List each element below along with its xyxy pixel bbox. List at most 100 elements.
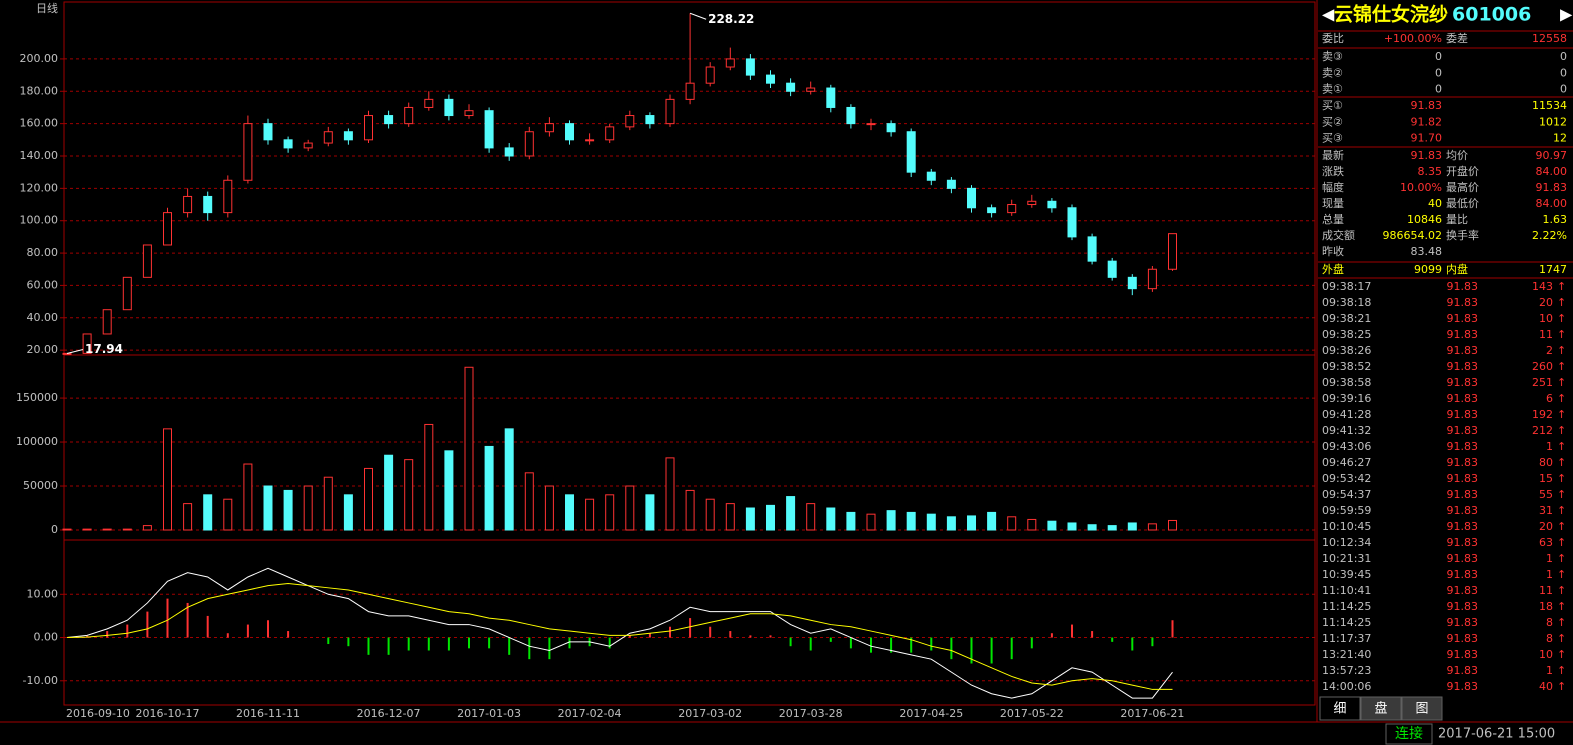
trade-volume: 40 [1539, 680, 1553, 693]
trade-volume: 15 [1539, 472, 1553, 485]
tab[interactable] [1360, 696, 1402, 721]
status-box [1385, 723, 1433, 745]
candle-body [464, 110, 474, 117]
y-tick-label: 0.00 [34, 631, 59, 644]
volume-bar [1147, 523, 1157, 531]
trade-time: 11:14:25 [1322, 600, 1371, 613]
trade-direction: ↑ [1557, 536, 1566, 549]
next-arrow[interactable]: ▶ [1560, 5, 1573, 24]
y-tick-label: 60.00 [27, 278, 59, 291]
trade-time: 09:41:32 [1322, 424, 1371, 437]
book-volume: 0 [1560, 66, 1567, 79]
candle-body [766, 74, 775, 84]
x-tick-label: 2017-06-21 [1120, 707, 1184, 720]
row-label: 最新 [1322, 148, 1344, 162]
prev-arrow[interactable]: ◀ [1322, 5, 1335, 24]
candle-body [444, 98, 454, 117]
book-price: 0 [1435, 50, 1442, 63]
row-value: 91.83 [1536, 181, 1568, 194]
trade-volume: 11 [1539, 328, 1553, 341]
volume-bar [725, 503, 735, 531]
x-tick-label: 2016-09-10 [66, 707, 130, 720]
trade-time: 09:38:17 [1322, 280, 1371, 293]
candle-body [1147, 268, 1157, 290]
trade-volume: 2 [1546, 344, 1553, 357]
row-value: 91.83 [1411, 149, 1443, 162]
candle-body [806, 87, 816, 92]
trade-direction: ↑ [1557, 680, 1566, 693]
trade-volume: 1 [1546, 552, 1553, 565]
book-label: 卖③ [1322, 50, 1343, 63]
trade-price: 91.83 [1447, 344, 1479, 357]
volume-bar [223, 498, 233, 531]
trade-direction: ↑ [1557, 296, 1566, 309]
y-tick-label: -10.00 [23, 674, 58, 687]
trade-time: 13:57:23 [1322, 664, 1371, 677]
candle-body [544, 123, 554, 133]
candle-body [605, 126, 615, 141]
y-tick-label: 100.00 [20, 214, 59, 227]
trade-volume: 251 [1532, 376, 1553, 389]
trade-price: 91.83 [1447, 552, 1479, 565]
book-price: 91.83 [1411, 99, 1443, 112]
trade-volume: 8 [1546, 632, 1553, 645]
row-value: 84.00 [1536, 197, 1568, 210]
trade-time: 14:00:06 [1322, 680, 1371, 693]
tab-label[interactable]: 细 [1333, 702, 1346, 717]
trade-time: 09:59:59 [1322, 504, 1371, 517]
book-price: 91.70 [1411, 132, 1443, 145]
row-value: 10.00% [1400, 181, 1442, 194]
candle-body [283, 139, 293, 149]
trade-volume: 55 [1539, 488, 1553, 501]
volume-bar [1007, 516, 1017, 531]
y-tick-label: 150000 [16, 391, 58, 404]
row-value: 90.97 [1536, 149, 1568, 162]
volume-bar [685, 489, 695, 531]
candle-body [424, 98, 434, 108]
trade-price: 91.83 [1447, 648, 1479, 661]
trade-direction: ↑ [1557, 392, 1566, 405]
trade-direction: ↑ [1557, 280, 1566, 293]
y-tick-label: 140.00 [20, 149, 59, 162]
candle-body [665, 98, 675, 125]
trade-price: 91.83 [1447, 472, 1479, 485]
trade-volume: 192 [1532, 408, 1553, 421]
trade-direction: ↑ [1557, 504, 1566, 517]
candle-body [303, 142, 313, 149]
trade-volume: 31 [1539, 504, 1553, 517]
trade-time: 13:21:40 [1322, 648, 1371, 661]
trade-volume: 10 [1539, 648, 1553, 661]
row-label: 内盘 [1446, 262, 1468, 276]
candle-body [122, 276, 132, 311]
tab-label[interactable]: 盘 [1374, 701, 1387, 717]
candle-body [846, 106, 856, 125]
volume-bar [524, 472, 534, 531]
book-volume: 0 [1560, 83, 1567, 96]
trade-volume: 63 [1539, 536, 1553, 549]
tab-label[interactable]: 图 [1415, 702, 1428, 717]
volume-bar [585, 498, 595, 531]
trade-direction: ↑ [1557, 376, 1566, 389]
trade-time: 09:38:21 [1322, 312, 1371, 325]
tab[interactable] [1319, 696, 1361, 721]
trade-time: 09:54:37 [1322, 488, 1371, 501]
book-label: 买① [1322, 99, 1343, 112]
row-value: 40 [1428, 197, 1442, 210]
candle-body [866, 123, 876, 126]
candle-body [725, 58, 735, 68]
tab[interactable] [1401, 696, 1443, 721]
row-value: 986654.02 [1383, 229, 1443, 242]
row-value: 84.00 [1536, 165, 1568, 178]
x-tick-label: 2016-10-17 [136, 707, 200, 720]
candle-body [102, 309, 112, 335]
stock-code: 601006 [1452, 4, 1531, 26]
volume-bar [303, 485, 313, 531]
macd-line [66, 567, 1173, 699]
volume-bar [826, 507, 836, 531]
candle-body [223, 179, 233, 214]
volume-bar [866, 513, 876, 531]
trade-time: 11:14:25 [1322, 616, 1371, 629]
volume-bar [484, 445, 494, 531]
row-label: 委差 [1446, 31, 1468, 45]
